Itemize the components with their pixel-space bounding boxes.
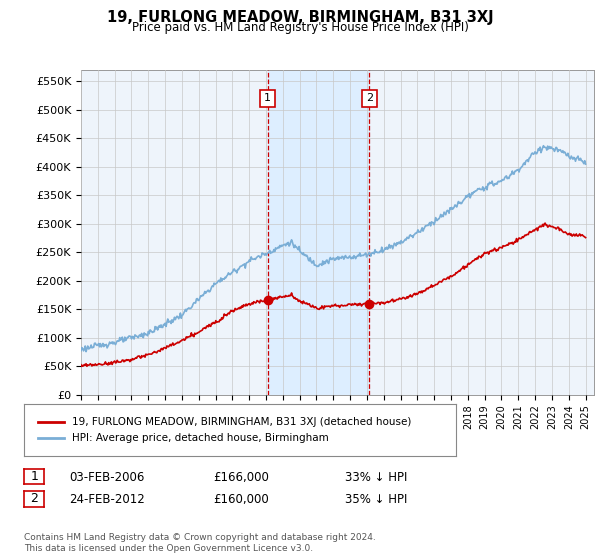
Text: 2: 2: [30, 492, 38, 506]
Text: 03-FEB-2006: 03-FEB-2006: [69, 470, 145, 484]
Text: 1: 1: [264, 94, 271, 104]
Text: 1: 1: [30, 470, 38, 483]
Text: 24-FEB-2012: 24-FEB-2012: [69, 493, 145, 506]
Text: Price paid vs. HM Land Registry's House Price Index (HPI): Price paid vs. HM Land Registry's House …: [131, 21, 469, 34]
Text: £160,000: £160,000: [213, 493, 269, 506]
Legend: 19, FURLONG MEADOW, BIRMINGHAM, B31 3XJ (detached house), HPI: Average price, de: 19, FURLONG MEADOW, BIRMINGHAM, B31 3XJ …: [34, 413, 416, 447]
Text: 19, FURLONG MEADOW, BIRMINGHAM, B31 3XJ: 19, FURLONG MEADOW, BIRMINGHAM, B31 3XJ: [107, 10, 493, 25]
Text: Contains HM Land Registry data © Crown copyright and database right 2024.
This d: Contains HM Land Registry data © Crown c…: [24, 533, 376, 553]
Text: £166,000: £166,000: [213, 470, 269, 484]
Text: 2: 2: [366, 94, 373, 104]
Text: 35% ↓ HPI: 35% ↓ HPI: [345, 493, 407, 506]
Text: 33% ↓ HPI: 33% ↓ HPI: [345, 470, 407, 484]
Bar: [268, 70, 370, 395]
